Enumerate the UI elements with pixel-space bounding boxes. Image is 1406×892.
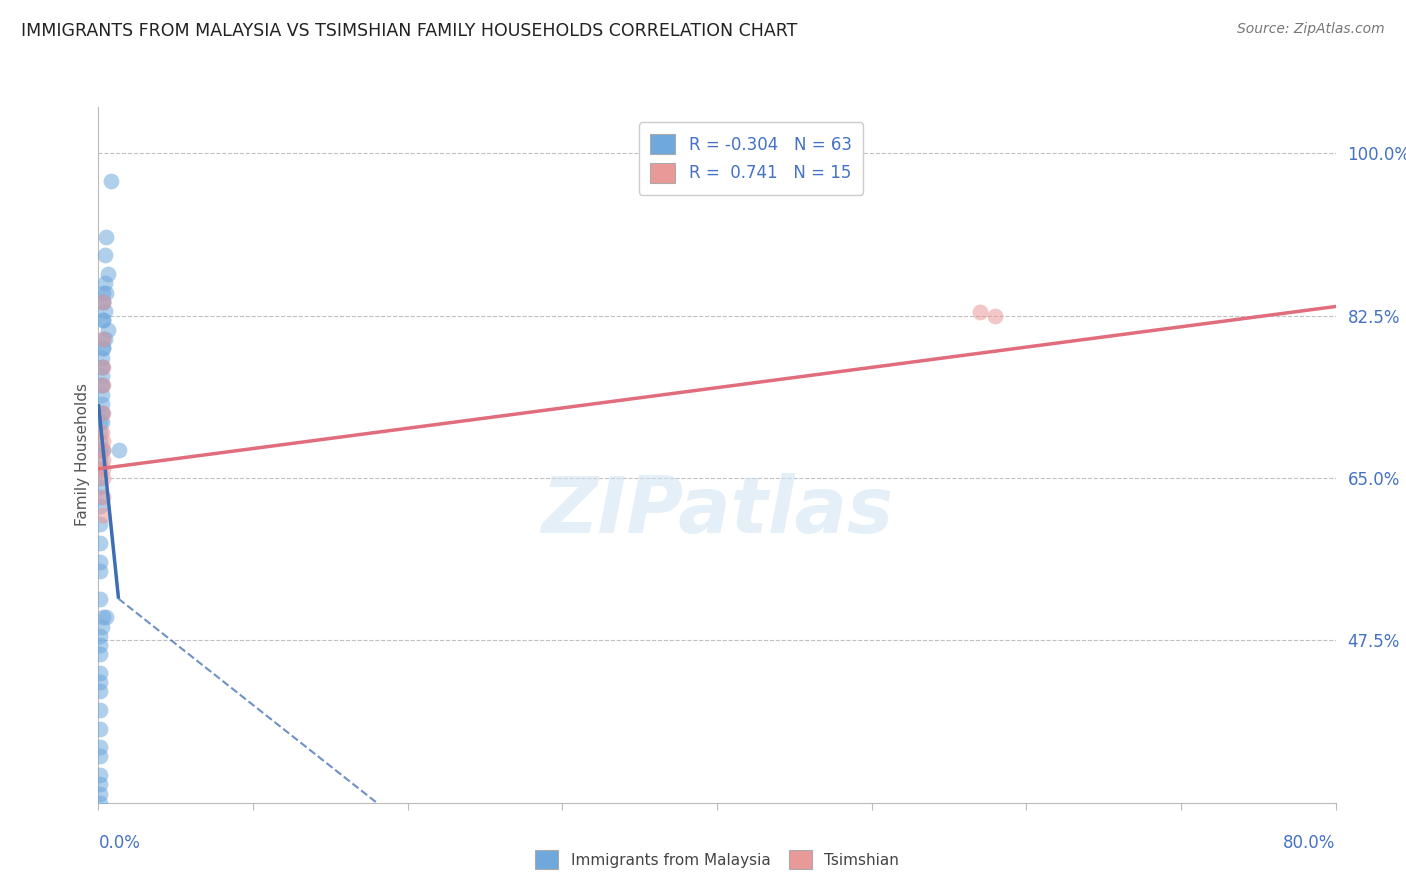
Point xyxy=(89,462,111,476)
Point xyxy=(90,425,112,439)
Point xyxy=(91,359,114,374)
Point xyxy=(91,443,114,458)
Point xyxy=(96,285,118,300)
Point xyxy=(91,332,114,346)
Point xyxy=(91,294,114,309)
Point xyxy=(96,230,118,244)
Text: Source: ZipAtlas.com: Source: ZipAtlas.com xyxy=(1237,22,1385,37)
Text: ZIPatlas: ZIPatlas xyxy=(541,473,893,549)
Point xyxy=(90,369,112,384)
Point xyxy=(90,351,112,365)
Point xyxy=(93,304,115,318)
Point xyxy=(984,309,1007,323)
Point xyxy=(89,490,111,504)
Point xyxy=(91,434,114,448)
Point xyxy=(89,443,111,458)
Point xyxy=(89,648,111,662)
Point xyxy=(89,703,111,717)
Text: 0.0%: 0.0% xyxy=(98,834,141,852)
Point xyxy=(89,768,111,782)
Point xyxy=(93,248,115,262)
Point xyxy=(97,267,120,281)
Point xyxy=(91,313,114,327)
Point xyxy=(90,359,112,374)
Point xyxy=(91,285,114,300)
Point xyxy=(91,341,114,355)
Point xyxy=(89,452,111,467)
Point xyxy=(97,323,120,337)
Point xyxy=(96,610,118,624)
Point xyxy=(90,378,112,392)
Point xyxy=(90,619,112,633)
Point xyxy=(969,305,991,319)
Point xyxy=(89,591,111,606)
Text: IMMIGRANTS FROM MALAYSIA VS TSIMSHIAN FAMILY HOUSEHOLDS CORRELATION CHART: IMMIGRANTS FROM MALAYSIA VS TSIMSHIAN FA… xyxy=(21,22,797,40)
Point xyxy=(107,443,129,458)
Point xyxy=(89,629,111,643)
Point xyxy=(90,397,112,411)
Point xyxy=(91,294,114,309)
Point xyxy=(89,722,111,736)
Point xyxy=(90,416,112,430)
Point xyxy=(89,425,111,439)
Point xyxy=(89,777,111,791)
Text: 80.0%: 80.0% xyxy=(1284,834,1336,852)
Point xyxy=(89,564,111,578)
Point xyxy=(91,341,114,355)
Point xyxy=(89,684,111,698)
Point xyxy=(90,387,112,401)
Point xyxy=(89,665,111,680)
Point xyxy=(89,796,111,810)
Point xyxy=(89,434,111,448)
Point xyxy=(90,406,112,420)
Point xyxy=(91,443,114,458)
Point xyxy=(89,675,111,690)
Point xyxy=(89,555,111,569)
Point xyxy=(91,452,114,467)
Point xyxy=(90,359,112,374)
Point xyxy=(89,416,111,430)
Legend: Immigrants from Malaysia, Tsimshian: Immigrants from Malaysia, Tsimshian xyxy=(529,845,905,875)
Point xyxy=(100,174,122,188)
Y-axis label: Family Households: Family Households xyxy=(75,384,90,526)
Point xyxy=(93,332,115,346)
Point xyxy=(89,443,111,458)
Point xyxy=(91,378,114,392)
Point xyxy=(91,610,114,624)
Point xyxy=(89,517,111,532)
Point xyxy=(89,787,111,801)
Point xyxy=(91,471,114,485)
Point xyxy=(90,378,112,392)
Point xyxy=(91,406,114,420)
Point xyxy=(90,406,112,420)
Point xyxy=(91,462,114,476)
Point xyxy=(89,638,111,652)
Point xyxy=(89,471,111,485)
Point xyxy=(89,740,111,755)
Point xyxy=(91,490,114,504)
Point xyxy=(93,277,115,291)
Point xyxy=(89,480,111,494)
Point xyxy=(91,294,114,309)
Point xyxy=(89,536,111,550)
Point xyxy=(91,313,114,327)
Point xyxy=(91,332,114,346)
Point xyxy=(89,749,111,764)
Point xyxy=(89,499,111,513)
Point xyxy=(91,508,114,523)
